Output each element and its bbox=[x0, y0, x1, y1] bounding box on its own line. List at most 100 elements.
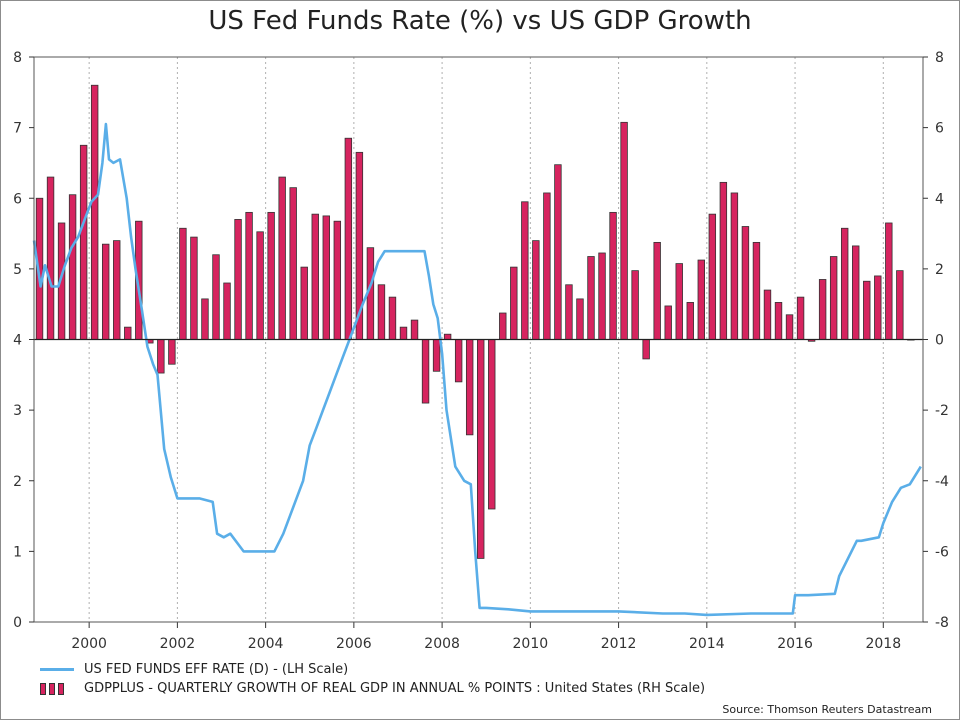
gdp-bar bbox=[752, 241, 761, 340]
x-tick-label: 2018 bbox=[865, 636, 901, 652]
gdp-bar bbox=[818, 279, 827, 340]
gdp-bar bbox=[741, 226, 750, 340]
grid bbox=[88, 57, 884, 622]
gdp-bar bbox=[421, 339, 430, 404]
source-note: Source: Thomson Reuters Datastream bbox=[722, 703, 932, 716]
x-tick-label: 2016 bbox=[777, 636, 813, 652]
gdp-bar bbox=[201, 298, 209, 340]
gdp-bar bbox=[609, 211, 617, 340]
gdp-bar bbox=[708, 213, 717, 340]
y-left-tick-label: 2 bbox=[13, 474, 22, 490]
gdp-bar bbox=[642, 339, 650, 360]
gdp-bar bbox=[598, 252, 606, 340]
gdp-bar bbox=[256, 231, 264, 340]
gdp-bar bbox=[874, 275, 882, 340]
x-tick-label: 2012 bbox=[601, 636, 637, 652]
y-left-tick-label: 6 bbox=[13, 191, 22, 207]
y-right-tick-label: 0 bbox=[935, 333, 944, 349]
gdp-bar bbox=[388, 296, 397, 340]
y-left-tick-label: 7 bbox=[13, 121, 22, 137]
gdp-bar bbox=[124, 326, 132, 340]
gdp-bar bbox=[465, 339, 474, 436]
gdp-bar bbox=[101, 243, 110, 340]
bar-series bbox=[35, 84, 915, 559]
gdp-bar bbox=[113, 240, 121, 340]
gdp-bar bbox=[554, 164, 562, 340]
gdp-bar bbox=[190, 236, 198, 340]
gdp-bar bbox=[576, 298, 584, 340]
x-tick-label: 2000 bbox=[71, 636, 107, 652]
gdp-bar bbox=[46, 176, 55, 340]
gdp-bar bbox=[234, 219, 242, 340]
y-left-tick-label: 4 bbox=[13, 333, 22, 349]
gdp-bar bbox=[477, 339, 485, 559]
gdp-bar bbox=[620, 121, 628, 340]
y-right-tick-label: -4 bbox=[935, 474, 949, 490]
gdp-bar bbox=[697, 259, 706, 340]
gdp-bar bbox=[454, 339, 463, 383]
gdp-bar bbox=[344, 137, 353, 340]
y-right-tick-label: 8 bbox=[935, 50, 944, 66]
y-left-tick-label: 8 bbox=[13, 50, 22, 66]
gdp-bar bbox=[521, 201, 529, 340]
line-series bbox=[32, 122, 922, 617]
gdp-bar bbox=[377, 284, 386, 340]
axes: 2000 2002 2004 2006 2008 2010 2012 2014 2016 2018… bbox=[13, 50, 949, 652]
gdp-bar bbox=[664, 305, 672, 340]
legend-line-swatch bbox=[40, 668, 74, 671]
gdp-bar bbox=[885, 222, 893, 340]
gdp-bar bbox=[719, 181, 728, 340]
gdp-bar bbox=[212, 254, 220, 340]
y-left-tick-label: 3 bbox=[13, 403, 22, 419]
gdp-bar bbox=[443, 333, 452, 340]
gdp-bar bbox=[278, 176, 286, 340]
gdp-bar bbox=[311, 213, 319, 340]
gdp-bar bbox=[333, 220, 342, 340]
y-right-tick-label: -8 bbox=[935, 615, 949, 631]
gdp-bar bbox=[322, 215, 330, 340]
gdp-bar bbox=[675, 263, 683, 340]
gdp-bar bbox=[543, 192, 551, 340]
gdp-bar bbox=[432, 339, 441, 372]
gdp-bar bbox=[499, 312, 507, 340]
y-right-tick-label: 4 bbox=[935, 191, 944, 207]
gdp-bar bbox=[223, 282, 231, 340]
x-tick-label: 2004 bbox=[248, 636, 284, 652]
x-tick-label: 2010 bbox=[513, 636, 549, 652]
gdp-bar bbox=[785, 314, 794, 340]
gdp-bar bbox=[68, 194, 77, 340]
legend-item-bars: GDPPLUS - QUARTERLY GROWTH OF REAL GDP I… bbox=[40, 681, 705, 696]
gdp-bar bbox=[267, 211, 275, 340]
gdp-bar bbox=[410, 319, 419, 340]
x-tick-label: 2008 bbox=[424, 636, 460, 652]
gdp-bar bbox=[289, 187, 297, 340]
x-tick-label: 2014 bbox=[689, 636, 725, 652]
y-right-tick-label: 2 bbox=[935, 262, 944, 278]
gdp-bar bbox=[896, 270, 904, 340]
gdp-bar bbox=[157, 339, 165, 374]
gdp-bar bbox=[653, 241, 661, 340]
y-left-tick-label: 5 bbox=[13, 262, 22, 278]
gdp-bar bbox=[300, 266, 308, 340]
x-tick-label: 2002 bbox=[160, 636, 196, 652]
gdp-bar bbox=[168, 339, 176, 365]
legend-bar-swatch bbox=[40, 682, 74, 695]
chart-title: US Fed Funds Rate (%) vs US GDP Growth bbox=[208, 6, 752, 36]
gdp-bar bbox=[631, 270, 639, 340]
gdp-bar bbox=[863, 280, 871, 340]
gdp-bar bbox=[510, 266, 518, 340]
gdp-bar bbox=[90, 84, 99, 340]
gdp-bar bbox=[399, 326, 408, 340]
legend-line-label: US FED FUNDS EFF RATE (D) - (LH Scale) bbox=[84, 662, 349, 677]
gdp-bar bbox=[179, 227, 187, 340]
gdp-bar bbox=[852, 245, 860, 340]
gdp-bar bbox=[763, 289, 772, 340]
fed-funds-line bbox=[32, 122, 922, 617]
x-tick-label: 2006 bbox=[336, 636, 372, 652]
gdp-bar bbox=[774, 302, 783, 340]
gdp-bar bbox=[686, 302, 694, 340]
y-left-tick-label: 1 bbox=[13, 544, 22, 560]
gdp-bar bbox=[587, 256, 595, 340]
gdp-bar bbox=[532, 240, 540, 340]
